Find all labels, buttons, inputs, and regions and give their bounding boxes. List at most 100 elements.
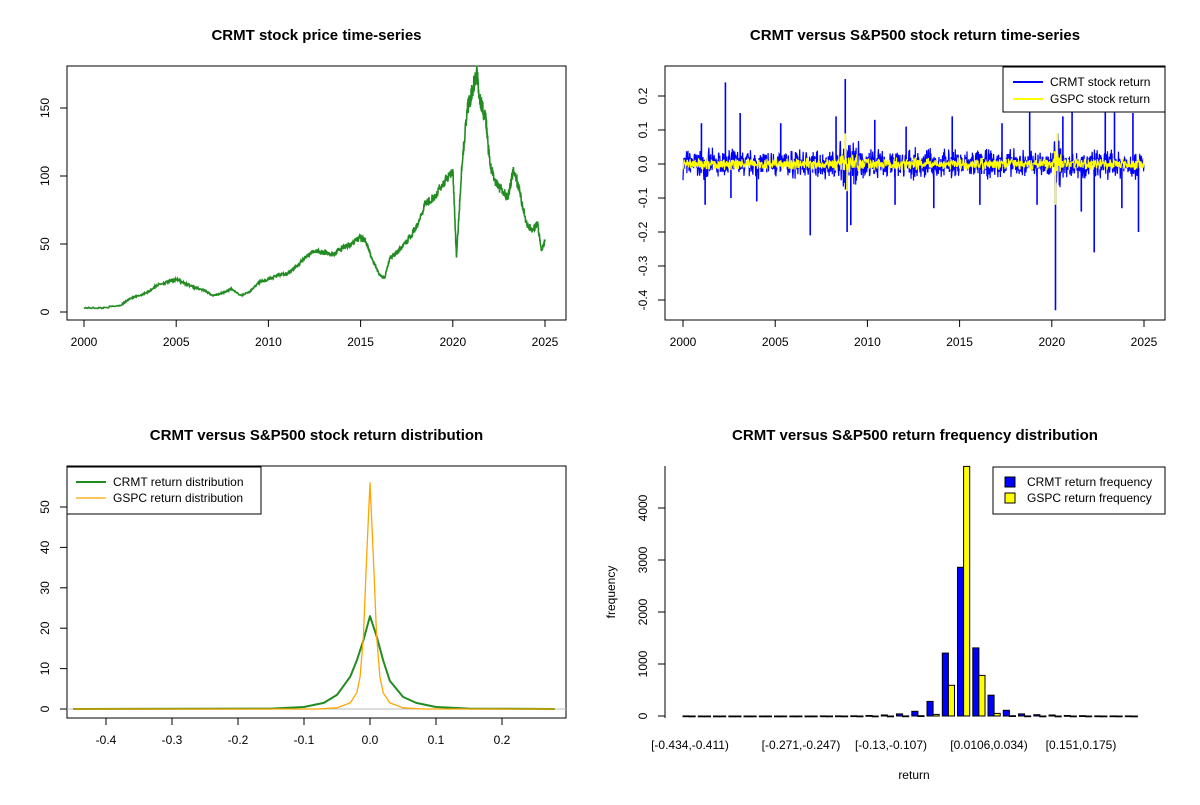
x-tick-label: 2020 bbox=[439, 335, 466, 349]
x-tick-label: 2015 bbox=[347, 335, 374, 349]
x-tick-label: 2000 bbox=[670, 335, 697, 349]
hist-bar bbox=[1033, 714, 1041, 717]
hist-bar bbox=[1094, 715, 1102, 718]
hist-bar bbox=[1115, 715, 1123, 718]
hist-bar bbox=[758, 715, 766, 718]
x-tick-label: 2005 bbox=[762, 335, 789, 349]
legend-label: GSPC return frequency bbox=[1027, 491, 1152, 505]
legend: CRMT return distribution GSPC return dist… bbox=[66, 466, 262, 515]
hist-bar bbox=[719, 715, 727, 718]
hist-bar bbox=[728, 715, 736, 718]
y-tick-label: 50 bbox=[38, 237, 52, 251]
frequency-distribution-chart: CRMT versus S&P500 return frequency dist… bbox=[604, 427, 1166, 782]
chart-title: CRMT stock price time-series bbox=[211, 27, 421, 44]
x-tick-label: 2025 bbox=[532, 335, 559, 349]
x-tick-label: [-0.271,-0.247) bbox=[762, 738, 841, 752]
x-tick-label: 0.1 bbox=[428, 733, 445, 747]
density-line-0 bbox=[72, 615, 555, 710]
y-tick-label: 0.1 bbox=[636, 121, 650, 138]
hist-bar bbox=[865, 715, 873, 717]
y-tick-label: 0 bbox=[38, 705, 52, 712]
y-axis-label: frequency bbox=[604, 566, 618, 619]
hist-bar bbox=[764, 715, 773, 718]
hist-bar bbox=[941, 652, 949, 717]
hist-bar bbox=[856, 715, 864, 718]
series-line-1 bbox=[682, 151, 1145, 176]
x-tick-label: 0.2 bbox=[494, 733, 511, 747]
hist-bar bbox=[947, 684, 956, 717]
chart-title: CRMT versus S&P500 stock return time-ser… bbox=[750, 27, 1080, 44]
hist-bar bbox=[1054, 715, 1062, 718]
hist-bar bbox=[963, 465, 971, 717]
x-tick-label: [0.151,0.175) bbox=[1046, 738, 1117, 752]
y-tick-label: 0.0 bbox=[636, 155, 650, 172]
legend-swatch bbox=[1004, 476, 1016, 488]
x-tick-label: 2005 bbox=[163, 335, 190, 349]
x-tick-label: 2010 bbox=[854, 335, 881, 349]
y-tick-label: 4000 bbox=[636, 494, 650, 521]
x-tick-label: [-0.13,-0.107) bbox=[855, 738, 927, 752]
y-tick-label: -0.4 bbox=[636, 289, 650, 310]
x-tick-label: [0.0106,0.034) bbox=[950, 738, 1027, 752]
plot-frame bbox=[664, 65, 1166, 321]
hist-bar bbox=[1048, 714, 1056, 717]
y-tick-label: 100 bbox=[38, 166, 52, 186]
hist-bar bbox=[804, 715, 812, 718]
legend: CRMT stock return GSPC stock return bbox=[1002, 66, 1166, 113]
plot-frame bbox=[66, 65, 567, 321]
hist-bar bbox=[825, 715, 834, 718]
y-tick-label: -0.2 bbox=[636, 221, 650, 242]
x-tick-label: 2010 bbox=[255, 335, 282, 349]
hist-bar bbox=[743, 715, 751, 718]
y-tick-label: 30 bbox=[38, 581, 52, 595]
hist-bar bbox=[1085, 715, 1093, 718]
y-tick-label: 0 bbox=[636, 712, 650, 719]
hist-bar bbox=[957, 566, 965, 717]
hist-bar bbox=[1100, 715, 1108, 718]
y-tick-label: 50 bbox=[38, 500, 52, 514]
return-timeseries-chart: CRMT versus S&P500 stock return time-ser… bbox=[636, 27, 1166, 349]
hist-bar bbox=[880, 714, 888, 717]
hist-bar bbox=[749, 715, 757, 718]
y-tick-label: -0.1 bbox=[636, 187, 650, 208]
hist-bar bbox=[987, 694, 995, 717]
x-tick-label: 0.0 bbox=[362, 733, 379, 747]
hist-bar bbox=[911, 710, 919, 717]
y-tick-label: 20 bbox=[38, 621, 52, 635]
hist-bar bbox=[697, 715, 705, 718]
legend-label: CRMT return distribution bbox=[113, 475, 244, 489]
hist-bar bbox=[1008, 715, 1017, 718]
density-line-1 bbox=[73, 482, 555, 710]
x-tick-label: 2000 bbox=[71, 335, 98, 349]
hist-bar bbox=[1130, 715, 1138, 718]
hist-bar bbox=[789, 715, 797, 718]
price-chart: CRMT stock price time-series 2000 2005 2010… bbox=[38, 27, 567, 349]
plot-frame bbox=[66, 465, 567, 719]
y-tick-label: -0.3 bbox=[636, 255, 650, 276]
hist-bar bbox=[703, 715, 712, 718]
x-tick-label: [-0.434,-0.411) bbox=[651, 738, 729, 752]
hist-bar bbox=[841, 715, 849, 718]
hist-bar bbox=[835, 715, 843, 718]
hist-bar bbox=[1124, 715, 1132, 718]
y-tick-label: 1000 bbox=[636, 650, 650, 677]
y-tick-label: 0.2 bbox=[636, 87, 650, 104]
y-tick-label: 150 bbox=[38, 98, 52, 118]
chart-title: CRMT versus S&P500 stock return distribu… bbox=[150, 427, 483, 444]
hist-bar bbox=[896, 713, 904, 717]
hist-bar bbox=[819, 715, 827, 718]
x-tick-label: -0.3 bbox=[162, 733, 183, 747]
x-tick-label: -0.4 bbox=[96, 733, 117, 747]
x-tick-label: -0.1 bbox=[294, 733, 315, 747]
x-tick-label: 2020 bbox=[1038, 335, 1065, 349]
crmt-price-line bbox=[83, 65, 546, 310]
hist-bar bbox=[1109, 715, 1117, 718]
hist-bar bbox=[688, 715, 696, 718]
hist-bar bbox=[850, 715, 858, 718]
legend: CRMT return frequency GSPC return frequen… bbox=[992, 466, 1166, 515]
y-tick-label: 3000 bbox=[636, 546, 650, 573]
hist-bar bbox=[1024, 715, 1032, 718]
hist-bar bbox=[713, 715, 721, 718]
hist-bar bbox=[972, 647, 980, 717]
